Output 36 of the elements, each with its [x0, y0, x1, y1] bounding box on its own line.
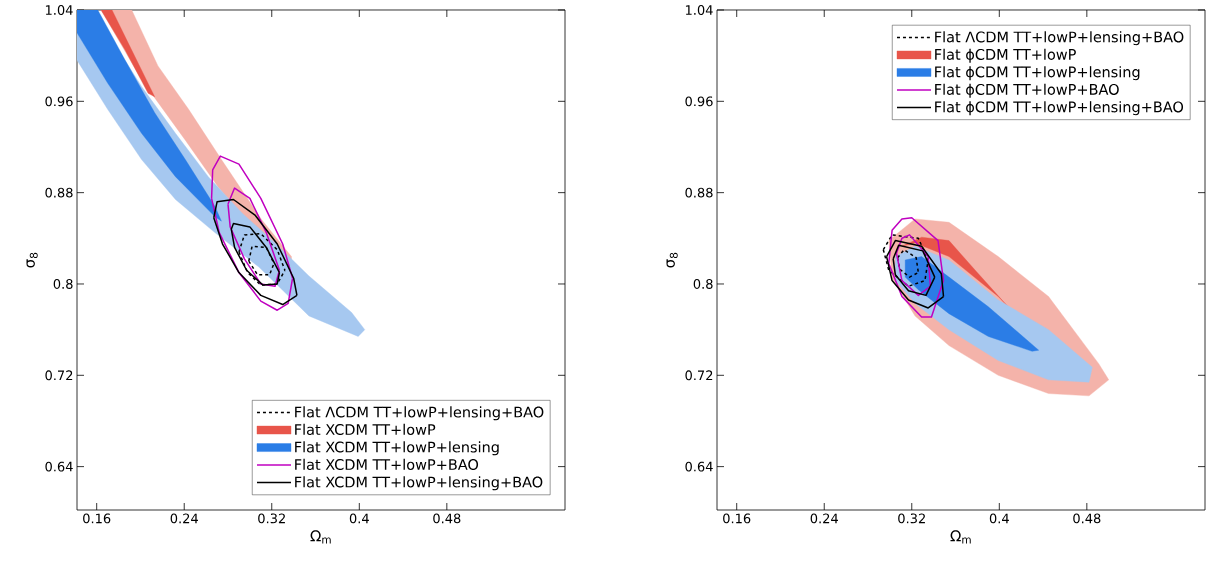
legend-label: Flat XCDM TT+lowP+BAO	[295, 458, 479, 471]
y-axis-title: σ$_{8}$	[666, 252, 678, 268]
legend-label: Flat ΛCDM TT+lowP+lensing+BAO	[935, 31, 1184, 46]
y-tick-label: 0.72	[45, 370, 73, 381]
legend-label: Flat ΛCDM TT+lowP+lensing+BAO	[295, 406, 544, 421]
y-tick-label: 0.64	[685, 461, 713, 472]
y-tick-label: 0.88	[685, 187, 713, 198]
y-tick-label: 0.72	[685, 370, 713, 381]
x-tick-label: 0.4	[349, 513, 369, 524]
x-tick-label: 0.48	[1073, 513, 1101, 524]
y-tick-label: 0.88	[45, 187, 73, 198]
x-axis-title: Ω$_{m}$	[950, 530, 971, 544]
legend-label: Flat XCDM TT+lowP	[295, 423, 436, 436]
legend-label: Flat ϕCDM TT+lowP+lensing	[935, 66, 1140, 81]
x-tick-label: 0.24	[170, 513, 198, 524]
legend-label: Flat ϕCDM TT+lowP	[935, 48, 1076, 63]
y-axis-title: σ$_{8}$	[26, 252, 38, 268]
legend-label: Flat ϕCDM TT+lowP+lensing+BAO	[935, 101, 1184, 116]
x-axis-title: Ω$_{m}$	[310, 530, 331, 544]
x-tick-label: 0.16	[83, 513, 111, 524]
y-tick-label: 0.64	[45, 461, 73, 472]
x-tick-label: 0.32	[258, 513, 285, 524]
x-tick-label: 0.24	[810, 513, 838, 524]
x-tick-label: 0.4	[989, 513, 1009, 524]
legend-label: Flat XCDM TT+lowP+lensing+BAO	[295, 476, 543, 491]
y-tick-label: 1.04	[685, 5, 713, 15]
legend-label: Flat ϕCDM TT+lowP+BAO	[935, 83, 1119, 98]
x-tick-label: 0.32	[898, 513, 925, 524]
y-tick-label: 0.8	[693, 279, 713, 289]
y-tick-label: 0.96	[45, 96, 73, 107]
legend-label: Flat XCDM TT+lowP+lensing	[295, 441, 499, 456]
y-tick-label: 0.96	[685, 96, 713, 107]
x-tick-label: 0.16	[723, 513, 751, 524]
y-tick-label: 0.8	[53, 279, 73, 289]
y-tick-label: 1.04	[45, 5, 73, 15]
x-tick-label: 0.48	[433, 513, 461, 524]
